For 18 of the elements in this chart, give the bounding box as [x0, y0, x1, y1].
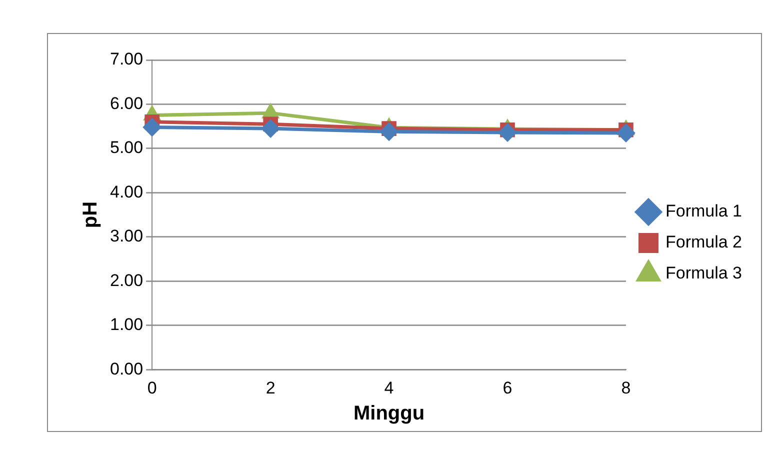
y-tick-label: 5.00	[110, 138, 144, 158]
y-tick-label: 7.00	[110, 50, 144, 69]
legend-label: Formula 3	[665, 264, 742, 283]
y-tick-label: 3.00	[110, 226, 144, 246]
x-axis-title: Minggu	[353, 402, 425, 425]
y-tick-label: 0.00	[110, 359, 144, 378]
legend-label: Formula 1	[665, 202, 742, 221]
x-tick-label: 8	[621, 378, 631, 398]
y-tick-label: 2.00	[110, 270, 144, 290]
x-tick-label: 0	[147, 378, 157, 398]
legend-label: Formula 2	[665, 232, 742, 252]
y-tick-label: 1.00	[110, 315, 144, 334]
y-axis-title: pH	[80, 201, 102, 228]
x-tick-label: 6	[502, 378, 512, 398]
x-tick-label: 2	[266, 378, 276, 398]
y-tick-label: 6.00	[110, 94, 144, 113]
x-tick-label: 4	[384, 378, 394, 398]
y-tick-label: 4.00	[110, 182, 144, 202]
